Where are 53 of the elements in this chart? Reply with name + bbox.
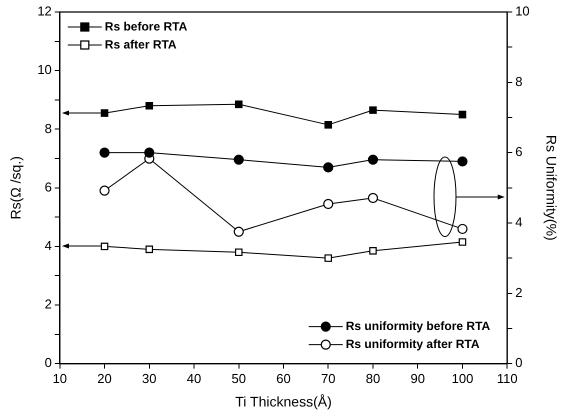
y-tick-label: 12 bbox=[37, 4, 52, 19]
point bbox=[99, 186, 110, 196]
point bbox=[100, 109, 108, 117]
x-tick-label: 50 bbox=[232, 370, 246, 386]
point bbox=[324, 121, 332, 129]
point bbox=[457, 224, 468, 234]
x-tick-label: 80 bbox=[366, 370, 380, 386]
point bbox=[146, 246, 154, 254]
y-axis-title: Rs(Ω /sq.) bbox=[7, 156, 24, 220]
legend-label: Rs after RTA bbox=[104, 37, 177, 52]
point bbox=[99, 148, 110, 158]
y-tick-label: 0 bbox=[44, 355, 52, 370]
point bbox=[234, 100, 243, 108]
point bbox=[234, 154, 244, 165]
point bbox=[234, 226, 244, 237]
point bbox=[369, 106, 377, 114]
point bbox=[324, 254, 332, 262]
x-tick-label: 110 bbox=[496, 370, 518, 386]
point bbox=[144, 148, 154, 158]
x-tick-label: 20 bbox=[97, 370, 112, 386]
y2-tick-label: 2 bbox=[515, 284, 522, 300]
point bbox=[457, 156, 468, 167]
x-tick-label: 60 bbox=[276, 370, 291, 386]
point bbox=[323, 162, 334, 173]
y2-tick-label: 0 bbox=[515, 355, 522, 370]
x-tick-label: 100 bbox=[452, 370, 474, 386]
point bbox=[100, 242, 108, 250]
x-axis-title: Ti Thickness(Å) bbox=[235, 393, 332, 410]
point bbox=[323, 198, 334, 210]
y2-tick-label: 6 bbox=[515, 144, 522, 160]
x-tick-label: 30 bbox=[142, 370, 157, 386]
x-tick-label: 90 bbox=[410, 370, 425, 386]
y-tick-label: 4 bbox=[44, 238, 52, 253]
point bbox=[458, 238, 466, 246]
y2-tick-label: 4 bbox=[515, 214, 522, 230]
x-tick-label: 70 bbox=[321, 370, 336, 386]
y2-tick-label: 8 bbox=[515, 74, 522, 89]
y-tick-label: 6 bbox=[44, 179, 52, 194]
legend-label: Rs uniformity after RTA bbox=[346, 336, 480, 351]
x-tick-label: 40 bbox=[186, 370, 202, 386]
y2-tick-label: 10 bbox=[515, 4, 530, 19]
y-tick-label: 2 bbox=[44, 296, 52, 312]
legend-label: Rs before RTA bbox=[104, 19, 188, 34]
point bbox=[368, 192, 378, 204]
point bbox=[146, 102, 154, 110]
point bbox=[369, 247, 377, 255]
legend-label: Rs uniformity before RTA bbox=[346, 318, 491, 333]
y-tick-label: 10 bbox=[37, 62, 52, 78]
point bbox=[234, 248, 243, 256]
point bbox=[368, 154, 378, 165]
y-tick-label: 8 bbox=[44, 120, 52, 136]
point bbox=[458, 110, 466, 118]
y2-axis-title: Rs Uniformity(%) bbox=[544, 134, 560, 241]
